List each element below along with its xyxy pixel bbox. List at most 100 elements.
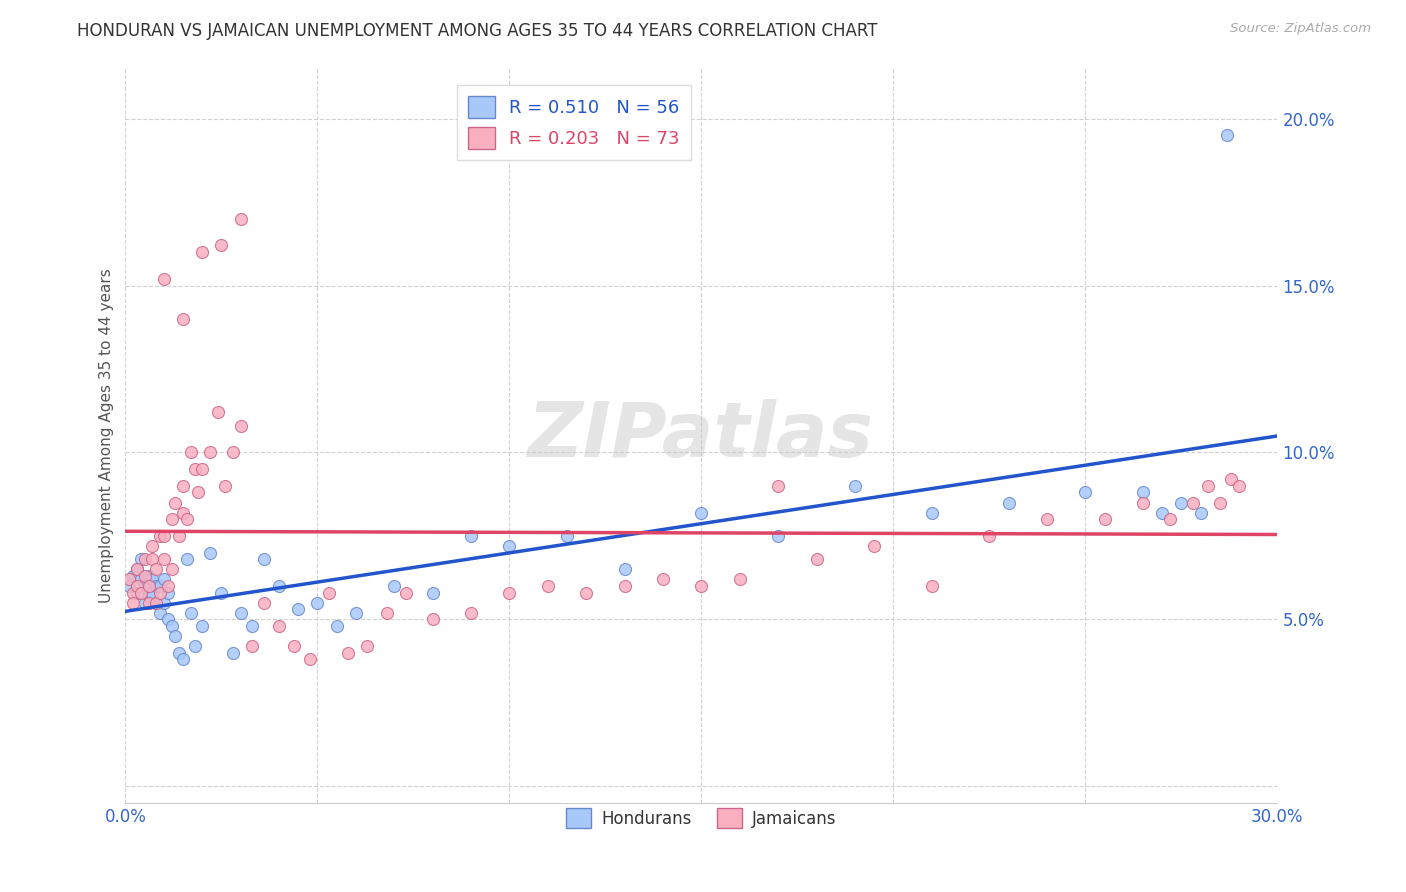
Point bbox=[153, 572, 176, 586]
Point bbox=[180, 445, 202, 459]
Point bbox=[979, 529, 1001, 543]
Point bbox=[165, 629, 187, 643]
Point bbox=[176, 552, 198, 566]
Point bbox=[997, 495, 1019, 509]
Point bbox=[382, 579, 405, 593]
Point bbox=[183, 462, 205, 476]
Point bbox=[138, 596, 160, 610]
Point bbox=[214, 479, 236, 493]
Point bbox=[229, 606, 252, 620]
Point bbox=[180, 606, 202, 620]
Point bbox=[145, 596, 167, 610]
Point bbox=[768, 479, 790, 493]
Point bbox=[125, 579, 148, 593]
Point bbox=[1181, 495, 1204, 509]
Point bbox=[325, 619, 347, 633]
Point bbox=[118, 572, 141, 586]
Point bbox=[149, 579, 172, 593]
Point bbox=[575, 585, 598, 599]
Point bbox=[138, 589, 160, 603]
Point bbox=[122, 596, 145, 610]
Point bbox=[344, 606, 367, 620]
Point bbox=[652, 572, 675, 586]
Point bbox=[222, 445, 245, 459]
Point bbox=[118, 579, 141, 593]
Point bbox=[375, 606, 398, 620]
Point bbox=[156, 579, 179, 593]
Point bbox=[229, 418, 252, 433]
Point bbox=[149, 529, 172, 543]
Point bbox=[134, 596, 156, 610]
Point bbox=[844, 479, 866, 493]
Point bbox=[145, 579, 167, 593]
Point bbox=[141, 539, 163, 553]
Point bbox=[153, 529, 176, 543]
Point bbox=[690, 579, 713, 593]
Point bbox=[138, 569, 160, 583]
Point bbox=[613, 562, 636, 576]
Point bbox=[165, 495, 187, 509]
Point bbox=[167, 646, 190, 660]
Point bbox=[253, 596, 276, 610]
Point bbox=[1216, 128, 1239, 143]
Point bbox=[172, 479, 194, 493]
Point bbox=[122, 569, 145, 583]
Point bbox=[172, 312, 194, 326]
Point bbox=[240, 619, 263, 633]
Text: HONDURAN VS JAMAICAN UNEMPLOYMENT AMONG AGES 35 TO 44 YEARS CORRELATION CHART: HONDURAN VS JAMAICAN UNEMPLOYMENT AMONG … bbox=[77, 22, 877, 40]
Point bbox=[183, 639, 205, 653]
Point bbox=[156, 585, 179, 599]
Point bbox=[141, 585, 163, 599]
Point bbox=[498, 585, 520, 599]
Point bbox=[125, 562, 148, 576]
Point bbox=[768, 529, 790, 543]
Point bbox=[337, 646, 360, 660]
Point bbox=[1152, 506, 1174, 520]
Point bbox=[156, 612, 179, 626]
Point bbox=[921, 506, 943, 520]
Point bbox=[172, 506, 194, 520]
Point bbox=[863, 539, 886, 553]
Point bbox=[129, 572, 152, 586]
Point bbox=[1220, 472, 1243, 486]
Point bbox=[134, 579, 156, 593]
Point bbox=[1189, 506, 1212, 520]
Point bbox=[422, 585, 444, 599]
Point bbox=[498, 539, 520, 553]
Point bbox=[191, 619, 214, 633]
Point bbox=[153, 552, 176, 566]
Text: ZIPatlas: ZIPatlas bbox=[529, 399, 875, 473]
Point bbox=[287, 602, 309, 616]
Point bbox=[176, 512, 198, 526]
Point bbox=[198, 545, 221, 559]
Point bbox=[129, 585, 152, 599]
Legend: Hondurans, Jamaicans: Hondurans, Jamaicans bbox=[560, 801, 844, 835]
Point bbox=[129, 552, 152, 566]
Point bbox=[145, 562, 167, 576]
Point bbox=[160, 619, 183, 633]
Point bbox=[211, 238, 233, 252]
Point bbox=[460, 529, 482, 543]
Point bbox=[690, 506, 713, 520]
Point bbox=[138, 579, 160, 593]
Point bbox=[134, 552, 156, 566]
Point bbox=[141, 572, 163, 586]
Point bbox=[1074, 485, 1097, 500]
Point bbox=[555, 529, 578, 543]
Point bbox=[153, 596, 176, 610]
Point bbox=[125, 562, 148, 576]
Point bbox=[537, 579, 560, 593]
Point bbox=[191, 462, 214, 476]
Point bbox=[1132, 495, 1154, 509]
Point bbox=[1227, 479, 1250, 493]
Point bbox=[149, 585, 172, 599]
Point bbox=[460, 606, 482, 620]
Point bbox=[191, 245, 214, 260]
Point bbox=[207, 405, 229, 419]
Y-axis label: Unemployment Among Ages 35 to 44 years: Unemployment Among Ages 35 to 44 years bbox=[100, 268, 114, 603]
Point bbox=[125, 585, 148, 599]
Point bbox=[1197, 479, 1219, 493]
Point bbox=[267, 579, 290, 593]
Point bbox=[222, 646, 245, 660]
Point bbox=[921, 579, 943, 593]
